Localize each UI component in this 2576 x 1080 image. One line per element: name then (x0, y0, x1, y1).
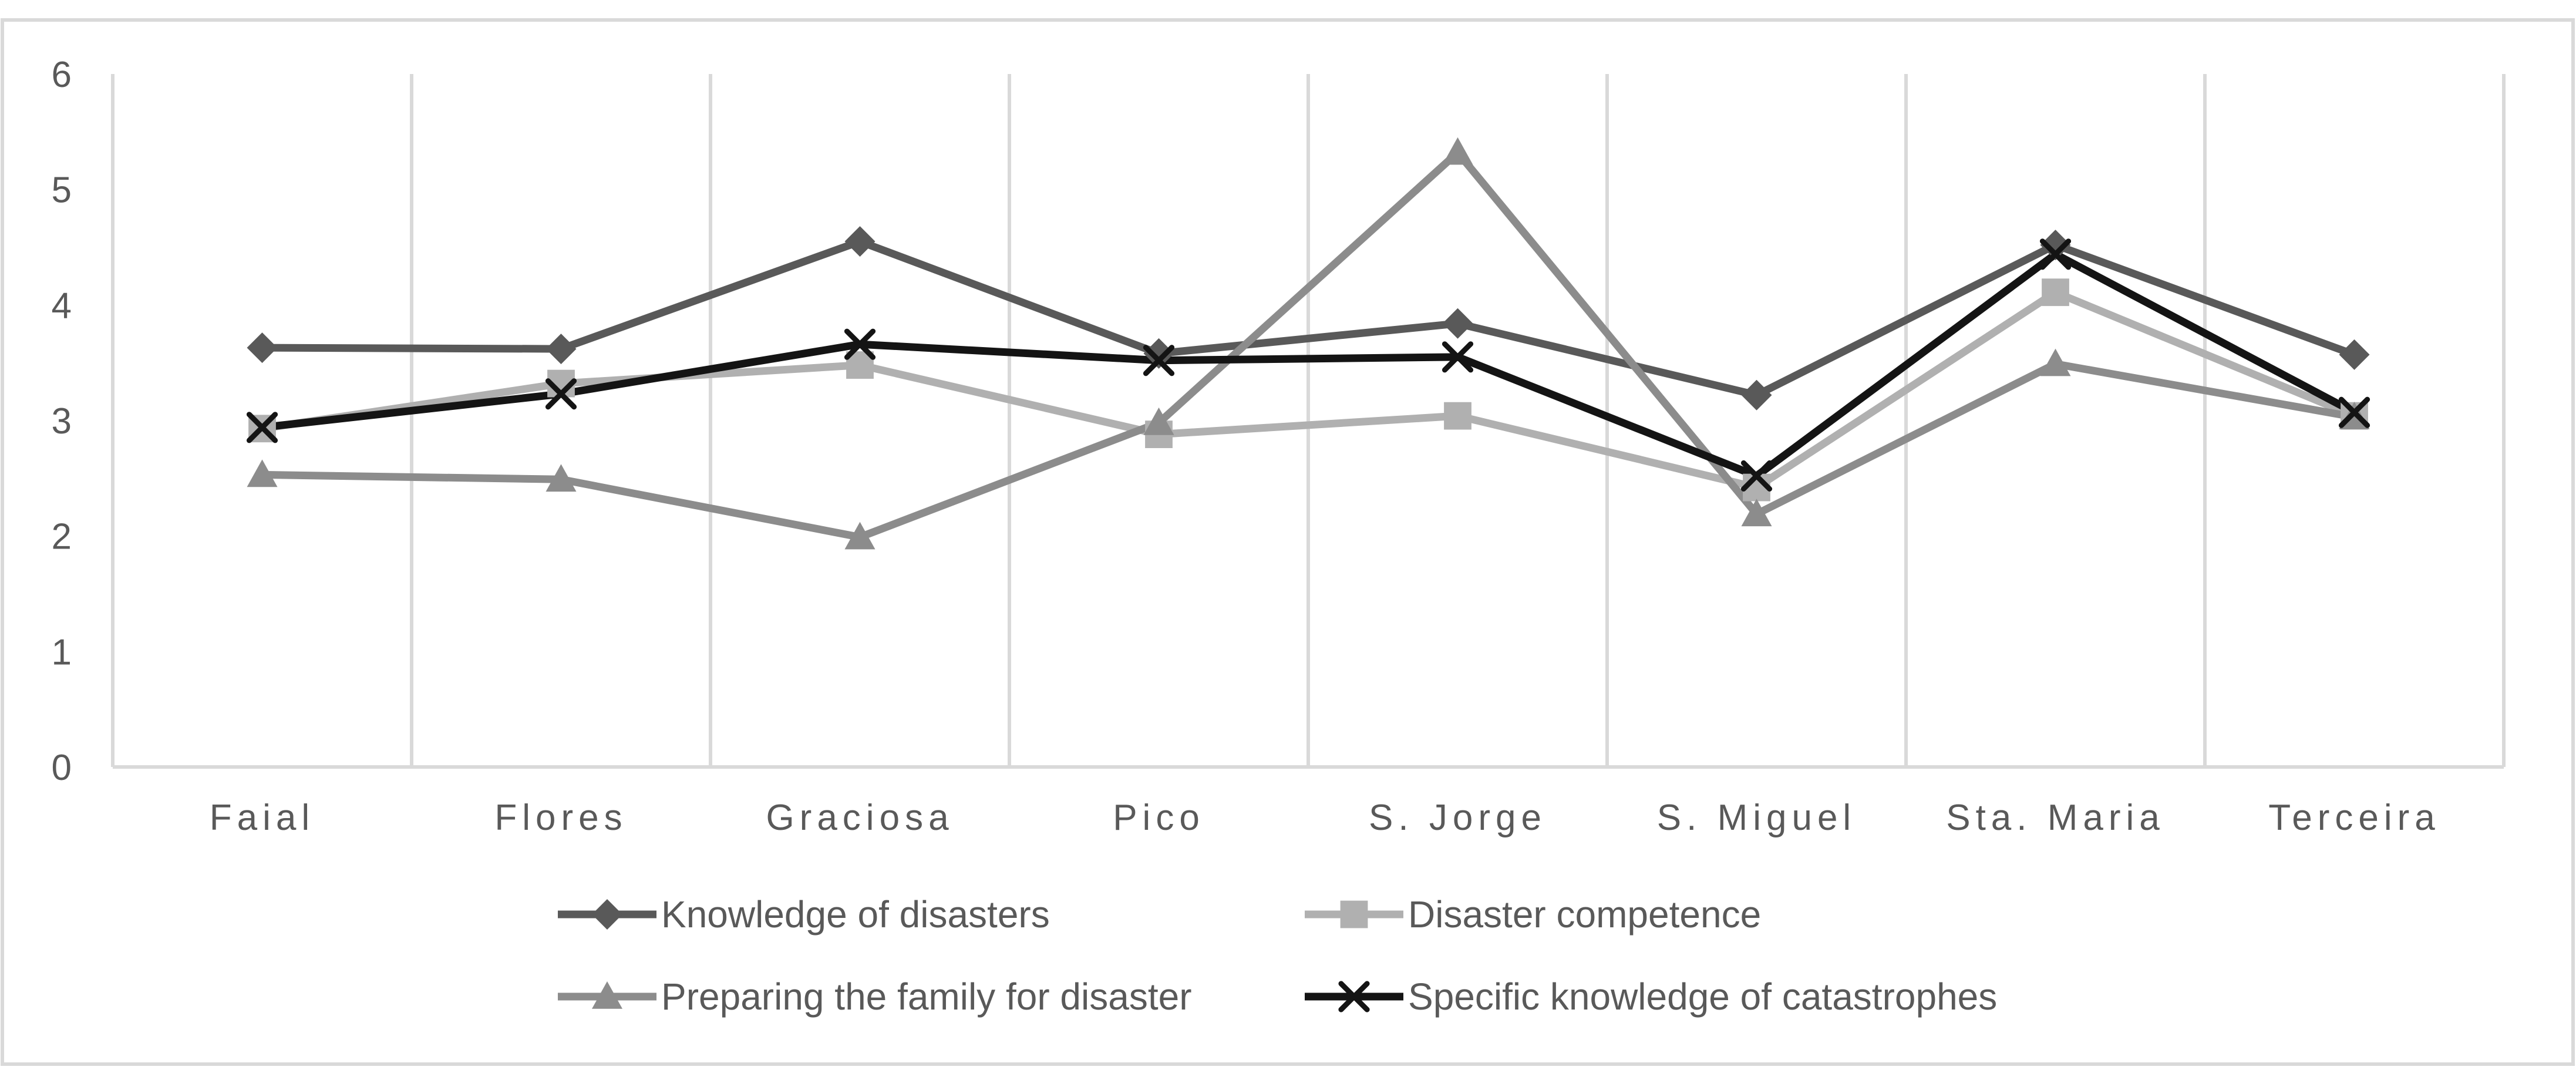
legend-label: Specific knowledge of catastrophes (1408, 975, 1997, 1018)
data-point-triangle (1741, 499, 1772, 527)
x-tick-label: S. Jorge (1369, 798, 1547, 838)
data-point-diamond (1442, 308, 1473, 339)
legend-marker-x (1338, 981, 1370, 1012)
legend-item: Knowledge of disasters (558, 893, 1050, 936)
data-point-triangle (2040, 348, 2071, 376)
legend-item: Disaster competence (1305, 893, 1761, 936)
chart-frame (1, 18, 2575, 1066)
x-tick-label: Sta. Maria (1946, 798, 2165, 838)
data-point-triangle (545, 464, 577, 492)
legend: Knowledge of disasters Disaster competenc… (558, 893, 1997, 1018)
series-lines (258, 149, 2358, 541)
y-tick-label: 0 (52, 748, 72, 788)
data-point-triangle (1442, 137, 1473, 165)
y-tick-label: 4 (52, 285, 72, 326)
data-point-x (1143, 345, 1175, 376)
data-point-x (2338, 396, 2370, 428)
y-tick-label: 3 (52, 401, 72, 442)
x-tick-label: Graciosa (766, 798, 954, 838)
data-point-triangle (844, 522, 875, 550)
series-line-3 (258, 149, 2358, 541)
data-point-triangle (247, 459, 278, 487)
data-point-diamond (545, 334, 577, 365)
y-tick-label: 2 (52, 517, 72, 557)
legend-label: Preparing the family for disaster (661, 975, 1192, 1018)
x-tick-label: S. Miguel (1657, 798, 1856, 838)
series-line-4 (258, 250, 2358, 480)
legend-marker-triangle (592, 981, 622, 1009)
data-point-triangle (1143, 407, 1174, 435)
data-point-diamond (1143, 338, 1174, 369)
series-line-2 (258, 288, 2358, 492)
data-point-x (844, 328, 876, 360)
data-point-diamond (1741, 379, 1772, 411)
x-tick-label: Terceira (2268, 798, 2440, 838)
legend-marker-square (1340, 900, 1368, 928)
data-point-square (1444, 402, 1471, 430)
data-point-diamond (2040, 230, 2071, 261)
data-point-diamond (844, 226, 875, 257)
legend-item: Specific knowledge of catastrophes (1305, 975, 1997, 1018)
data-point-diamond (2339, 339, 2370, 370)
y-tick-label: 5 (52, 170, 72, 211)
data-point-x (545, 378, 577, 410)
y-tick-label: 6 (52, 55, 72, 95)
series-markers (246, 137, 2370, 550)
data-point-x (1740, 460, 1773, 492)
data-point-square (2042, 278, 2069, 307)
legend-label: Disaster competence (1408, 893, 1761, 936)
data-point-x (2039, 238, 2072, 270)
data-point-x (1442, 341, 1474, 373)
x-tick-label: Flores (494, 798, 627, 838)
y-tick-label: 1 (52, 632, 72, 672)
series-line-1 (258, 237, 2358, 399)
x-tick-label: Pico (1113, 798, 1205, 838)
data-point-x (246, 412, 278, 443)
axes: 0 1 2 3 4 5 6 Faial Flores Graciosa Pico S. Jorge S.… (52, 55, 2504, 838)
legend-label: Knowledge of disasters (661, 893, 1050, 936)
legend-item: Preparing the family for disaster (558, 975, 1192, 1018)
legend-marker-diamond (592, 899, 622, 930)
x-tick-label: Faial (210, 798, 315, 838)
data-point-diamond (247, 332, 278, 364)
